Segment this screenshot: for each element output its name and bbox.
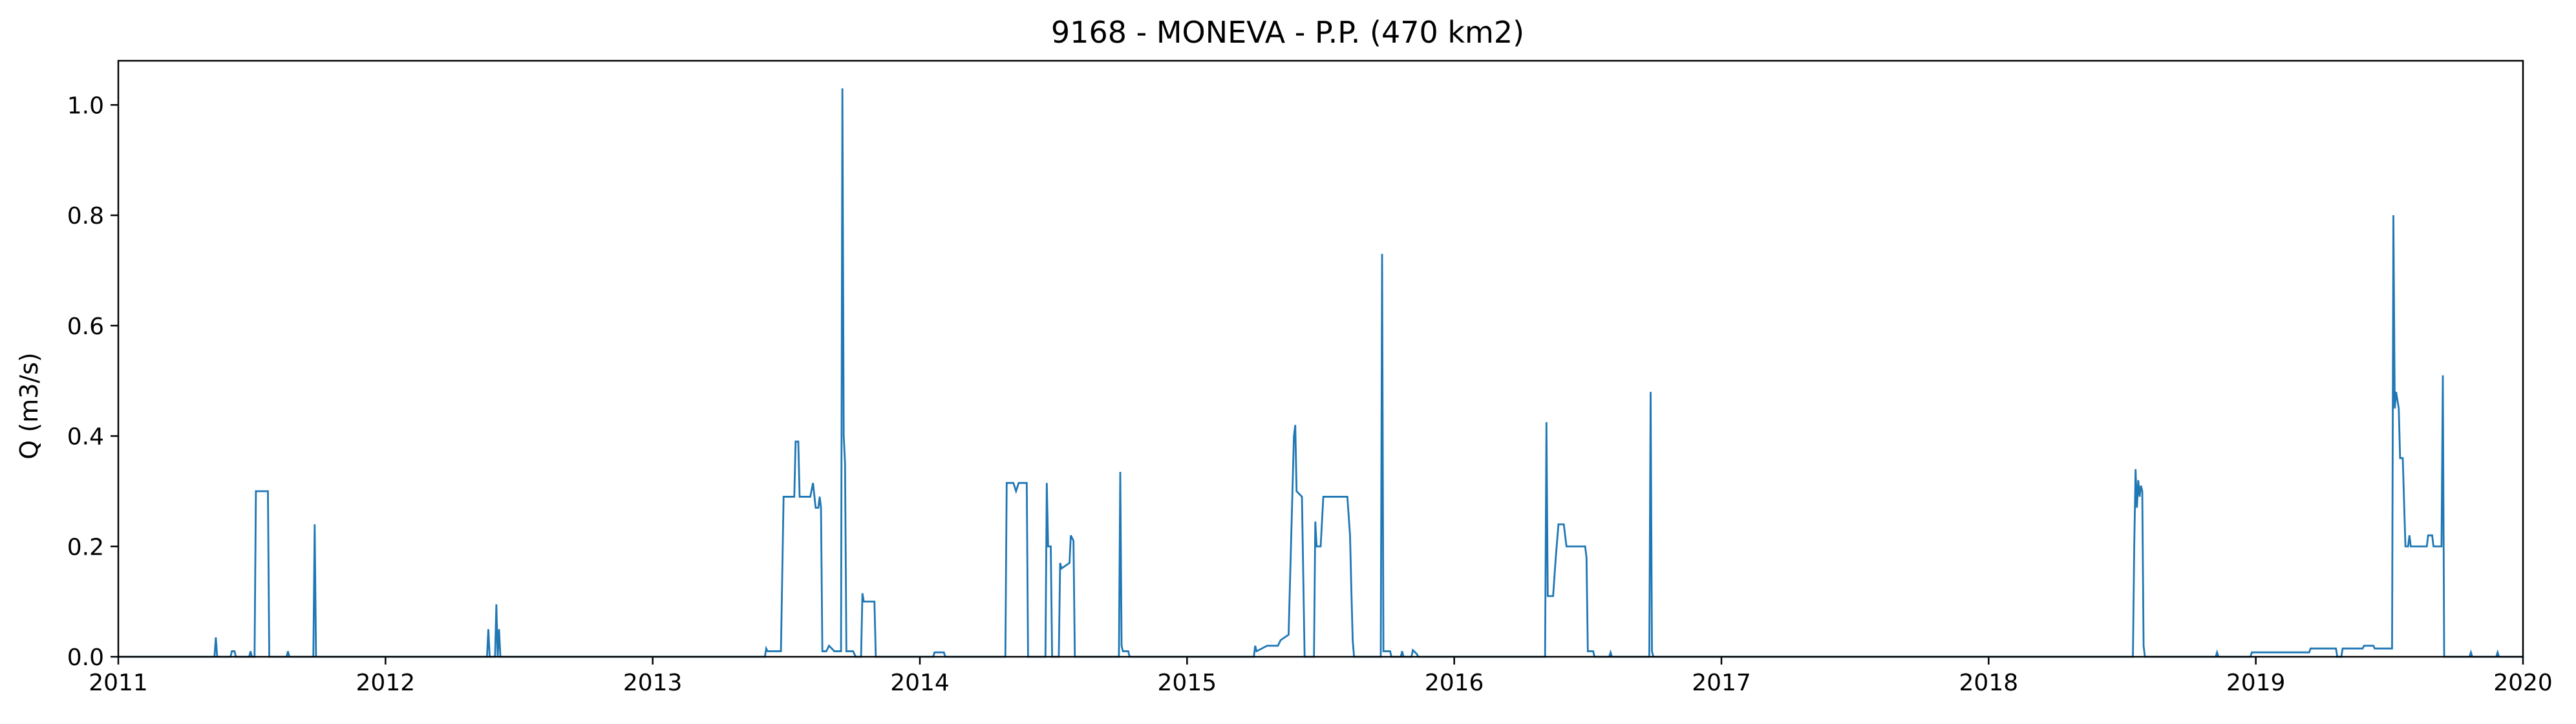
x-tick-label: 2017 (1692, 670, 1751, 696)
y-tick-label: 1.0 (67, 92, 104, 119)
plot-area (118, 88, 2523, 658)
series-line (118, 88, 2523, 658)
x-tick-label: 2018 (1959, 670, 2019, 696)
y-tick-label: 0.8 (67, 203, 104, 229)
x-tick-label: 2013 (623, 670, 683, 696)
axes-frame (117, 59, 2524, 658)
y-axis-ticks: 0.0 0.2 0.4 0.6 0.8 1.0 (67, 92, 118, 671)
x-axis-ticks: 2011 2012 2013 2014 2015 2016 2017 2018 2019 2020 (89, 657, 2553, 696)
x-tick-label: 2020 (2493, 670, 2553, 696)
y-tick-label: 0.6 (67, 314, 104, 340)
y-tick-label: 0.4 (67, 424, 104, 451)
x-tick-label: 2015 (1158, 670, 1217, 696)
x-tick-label: 2011 (89, 670, 148, 696)
chart-title: 9168 - MONEVA - P.P. (470 km2) (1051, 15, 1524, 50)
x-tick-label: 2012 (356, 670, 416, 696)
y-axis-label: Q (m3/s) (15, 352, 43, 459)
y-tick-label: 0.0 (67, 644, 104, 671)
y-tick-label: 0.2 (67, 534, 104, 560)
x-tick-label: 2016 (1425, 670, 1484, 696)
x-tick-label: 2019 (2226, 670, 2286, 696)
x-tick-label: 2014 (890, 670, 950, 696)
